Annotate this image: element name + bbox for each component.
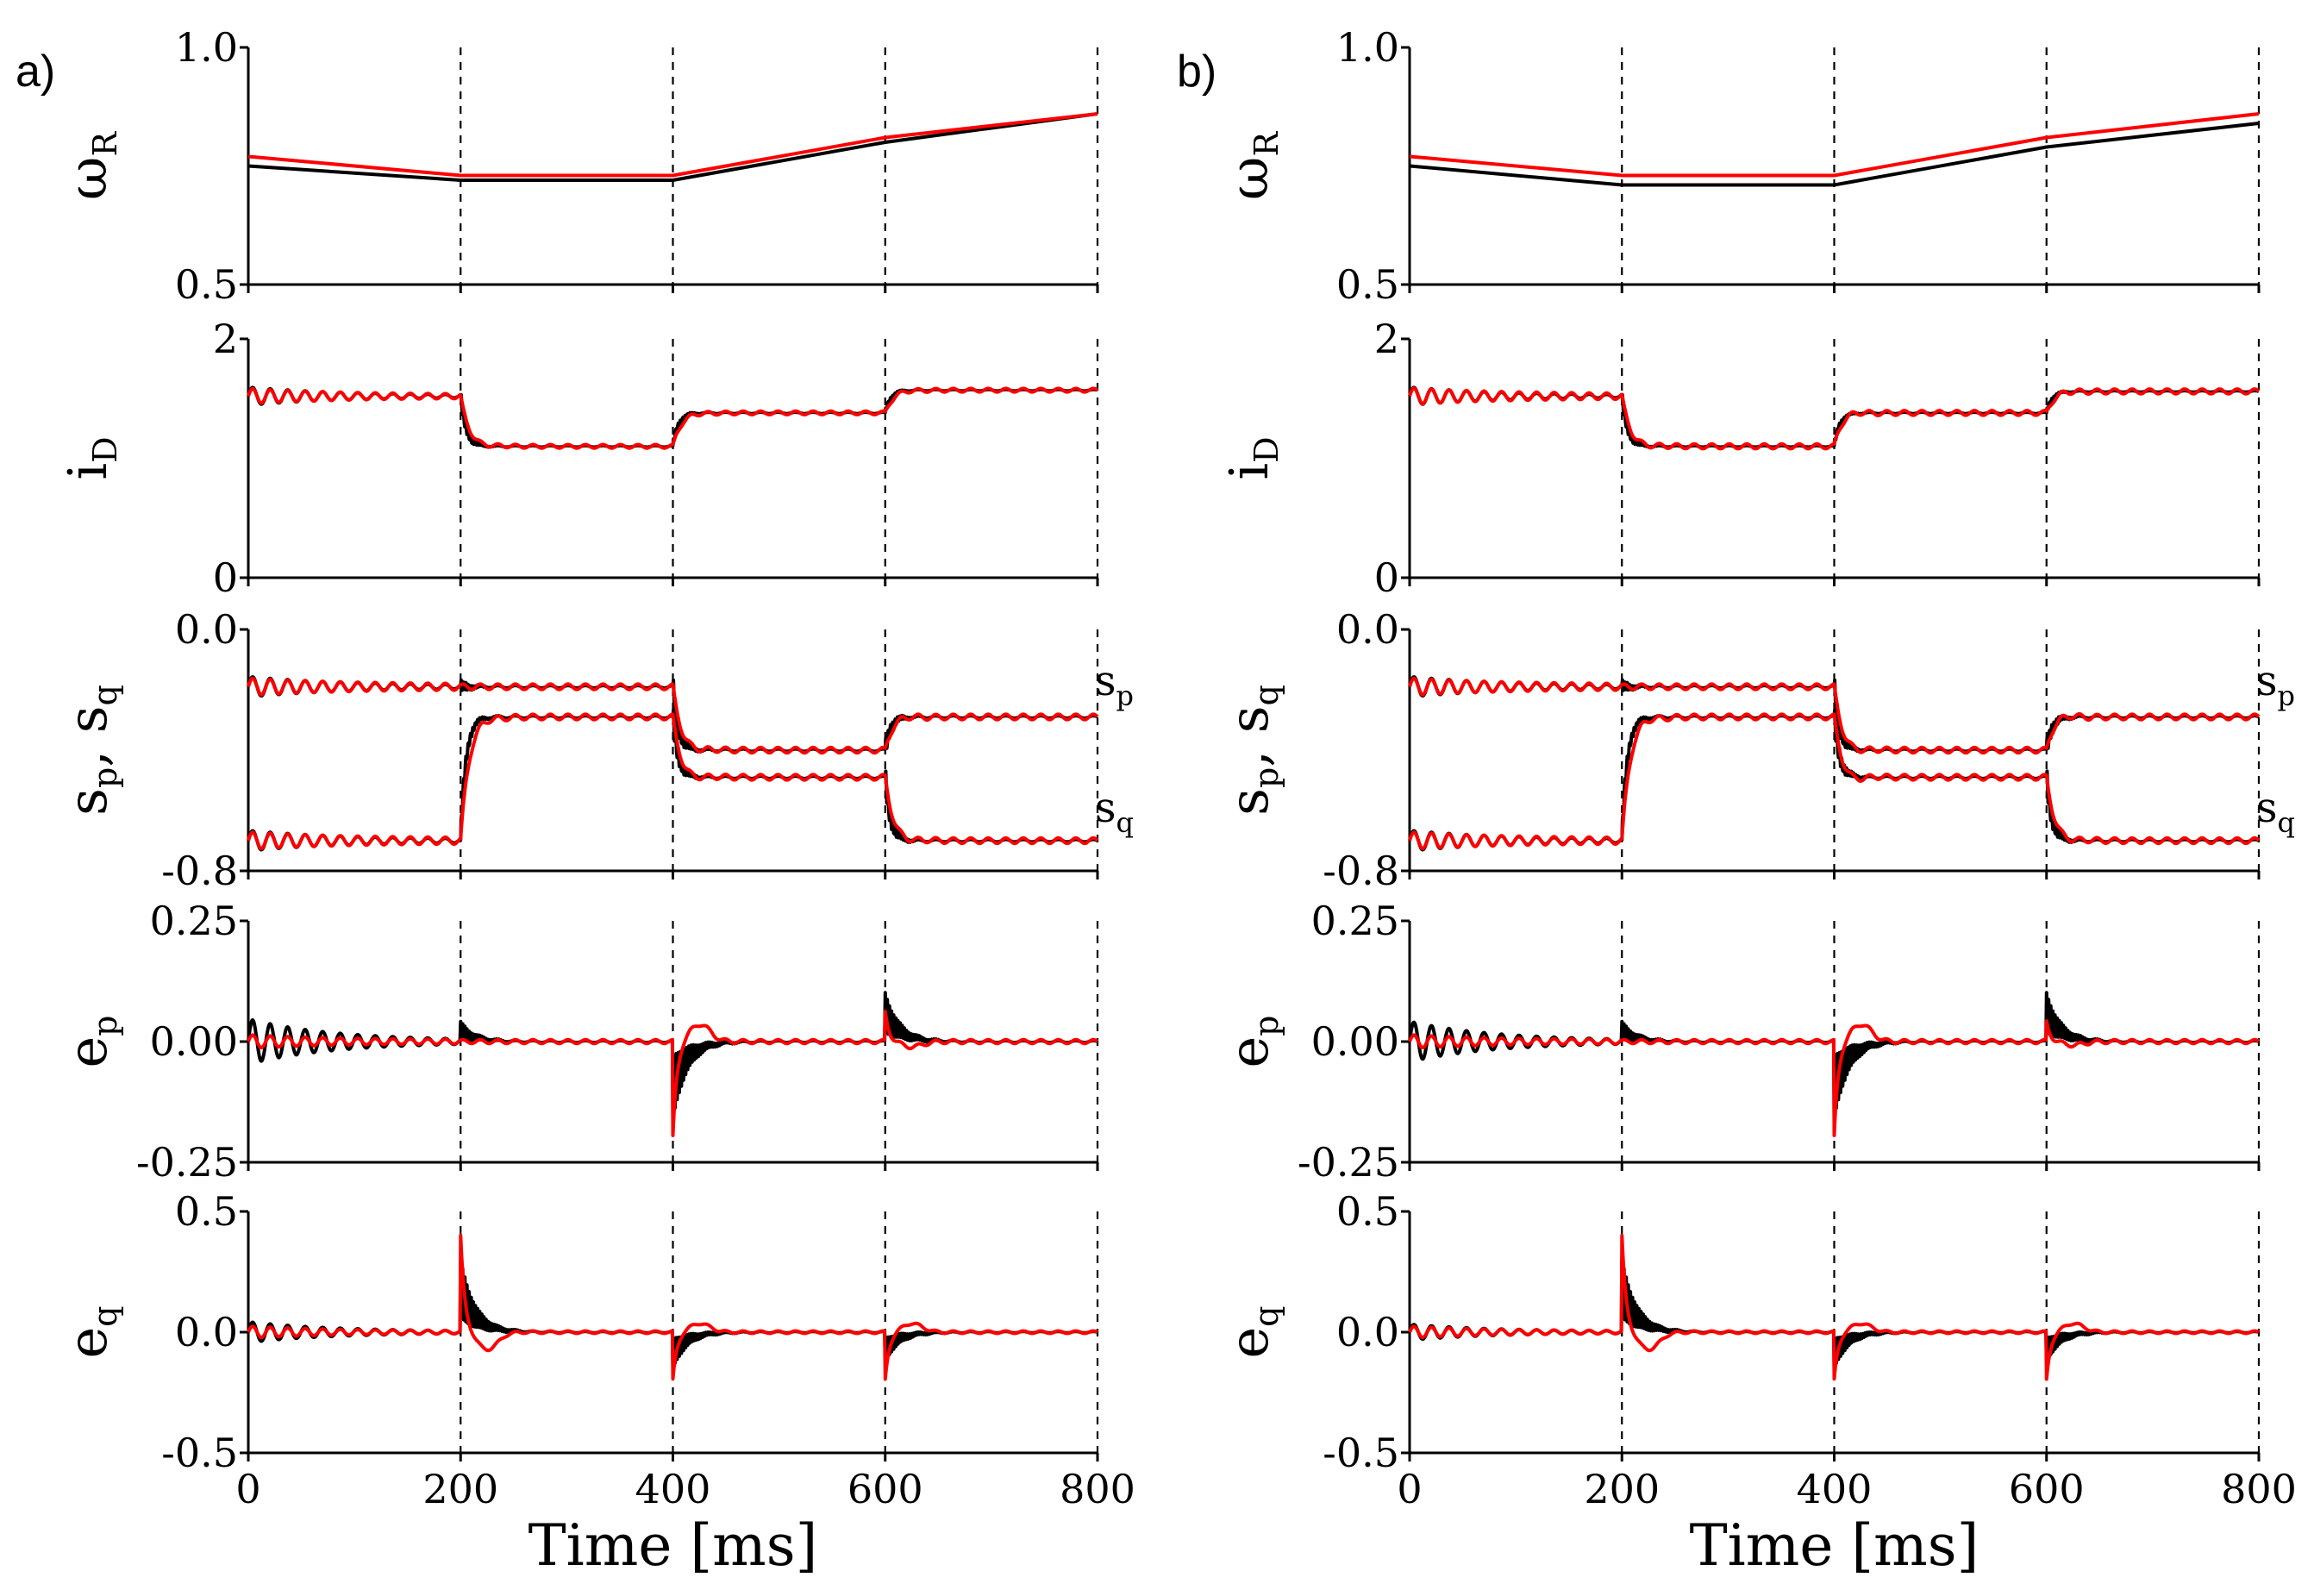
y-tick-label: 0.0: [1336, 1309, 1399, 1355]
series-black: [1409, 122, 2260, 187]
y-tick-label: 0.0: [175, 606, 238, 653]
x-axis-label: Time [ms]: [528, 1512, 818, 1579]
series-red: [247, 112, 1098, 178]
y-tick-label: -0.25: [1298, 1139, 1399, 1186]
x-tick-label: 0: [1397, 1466, 1422, 1512]
series-red: [247, 1010, 1099, 1137]
panel-label: a): [16, 47, 55, 97]
y-axis-label: ep: [1217, 1015, 1285, 1067]
y-tick-label: 0.5: [175, 1188, 238, 1235]
annotation-sq: sq: [2256, 784, 2295, 839]
y-tick-label: 2: [1374, 316, 1399, 362]
y-tick-label: 1.0: [1336, 24, 1399, 71]
subplot-eq: -0.5 0.0 0.5 0 200 400 600 800 eq: [56, 1188, 1135, 1512]
y-tick-label: 0.00: [150, 1018, 238, 1065]
x-axis-label: Time [ms]: [1690, 1512, 1979, 1579]
ylabel-sp-main: s: [1217, 788, 1280, 816]
subplot-omega: 0.5 1.0 ωR: [56, 24, 1099, 308]
series-red-sq: [1408, 712, 2261, 851]
annotation-sq: sq: [1095, 784, 1134, 839]
series-red: [1408, 1233, 2261, 1381]
annotation-sp: sp: [2256, 657, 2295, 712]
series-red-sq: [247, 712, 1099, 851]
y-tick-label: 0.25: [1311, 898, 1399, 944]
subplot-omega: 0.5 1.0 ωR: [1217, 24, 2261, 308]
x-tick-label: 800: [1060, 1466, 1135, 1512]
x-tick-label: 200: [422, 1466, 498, 1512]
series-red: [1408, 1019, 2261, 1137]
y-axis-label: iD: [1217, 436, 1285, 479]
y-axis-label: sp, sq: [1217, 685, 1285, 816]
x-tick-label: 800: [2221, 1466, 2297, 1512]
subplot-ep: -0.25 0.00 0.25 ep: [1217, 898, 2261, 1186]
x-tick-label: 400: [635, 1466, 711, 1512]
ylabel-sp-main: s: [56, 788, 119, 816]
x-tick-label: 600: [847, 1466, 923, 1512]
subplot-spsq: -0.8 0.0 sp, sq sp sq: [56, 606, 1134, 894]
x-tick-label: 400: [1797, 1466, 1873, 1512]
series-red: [247, 1233, 1099, 1381]
subplot-id: 0 2 iD: [1217, 316, 2261, 601]
y-axis-label: ep: [56, 1015, 124, 1067]
y-tick-label: 0.25: [150, 898, 238, 944]
y-tick-label: 0.0: [1336, 606, 1399, 653]
x-tick-label: 200: [1584, 1466, 1660, 1512]
series-red: [247, 386, 1099, 450]
series-red-sp: [1408, 676, 2261, 755]
y-tick-label: -0.8: [1323, 848, 1399, 894]
series-red-sp: [247, 676, 1099, 755]
series-red: [1409, 112, 2260, 178]
x-tick-label: 0: [235, 1466, 260, 1512]
y-tick-label: 1.0: [175, 24, 238, 71]
y-tick-label: -0.5: [161, 1430, 238, 1476]
y-tick-label: 2: [213, 316, 238, 362]
y-axis-label: ωR: [1217, 131, 1285, 201]
y-tick-label: 0.5: [1336, 261, 1399, 308]
subplot-id: 0 2 iD: [56, 316, 1099, 601]
y-axis-label: ωR: [56, 131, 124, 201]
y-tick-label: 0: [1374, 554, 1399, 601]
y-axis-label: eq: [1217, 1305, 1285, 1358]
y-axis-label: eq: [56, 1305, 124, 1358]
y-tick-label: 0.5: [1336, 1188, 1399, 1235]
subplot-eq: -0.5 0.0 0.5 0 200 400 600 800 eq: [1217, 1188, 2297, 1512]
y-tick-label: -0.25: [136, 1139, 238, 1186]
y-tick-label: 0: [213, 554, 238, 601]
y-tick-label: 0.00: [1311, 1018, 1399, 1065]
series-black: [247, 112, 1098, 182]
y-tick-label: -0.8: [161, 848, 238, 894]
annotation-sp: sp: [1095, 657, 1134, 712]
y-tick-label: 0.5: [175, 261, 238, 308]
x-tick-label: 600: [2009, 1466, 2085, 1512]
y-axis-label: sp, sq: [56, 685, 124, 816]
y-axis-label: iD: [56, 436, 124, 479]
panel-label: b): [1177, 47, 1216, 97]
series-red: [1408, 386, 2261, 451]
y-tick-label: 0.0: [175, 1309, 238, 1355]
subplot-spsq: -0.8 0.0 sp, sq sp sq: [1217, 606, 2295, 894]
subplot-ep: -0.25 0.00 0.25 ep: [56, 898, 1099, 1186]
y-tick-label: -0.5: [1323, 1430, 1399, 1476]
